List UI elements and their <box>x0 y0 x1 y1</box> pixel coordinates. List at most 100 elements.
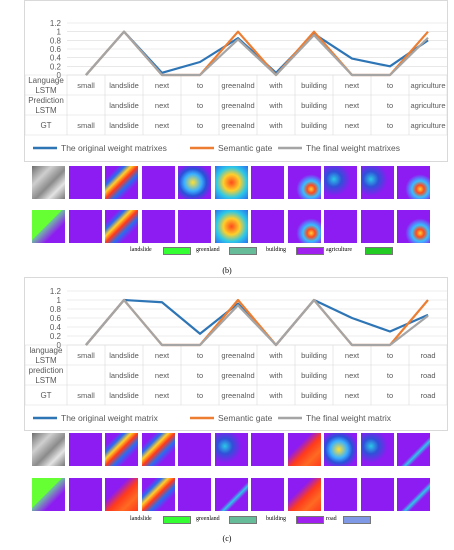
table-cell: landslide <box>109 121 139 130</box>
heatmap-tile <box>178 478 211 511</box>
heatmap-tile <box>324 210 357 243</box>
y-tick-label: 0 <box>57 71 62 80</box>
heatmap-tile <box>68 166 102 199</box>
table-cell: to <box>387 121 393 130</box>
table-cell: agriculture <box>410 81 445 90</box>
table-row-label: LSTM <box>35 106 57 115</box>
chart-b-svg: 00.20.40.60.811.2LanguageLSTMPredictionL… <box>25 19 447 153</box>
y-tick-label: 0.8 <box>50 305 62 314</box>
y-tick-label: 0.6 <box>50 314 62 323</box>
heatmap-tile <box>141 166 175 199</box>
y-tick-label: 1.2 <box>50 287 62 296</box>
y-tick-label: 0.4 <box>50 54 62 63</box>
class-legend-swatch <box>365 247 394 255</box>
table-cell: to <box>387 391 393 400</box>
y-tick-label: 0.8 <box>50 36 62 45</box>
legend-label: Semantic gate <box>218 143 273 153</box>
heatmap-tile <box>360 210 394 243</box>
table-cell: next <box>345 81 360 90</box>
class-legend-label: road <box>326 516 337 522</box>
class-legend-label: greenland <box>196 516 220 522</box>
series-line <box>85 298 429 347</box>
table-cell: to <box>387 371 393 380</box>
table-cell: greenalnd <box>221 81 254 90</box>
table-cell: small <box>77 121 95 130</box>
table-cell: greenalnd <box>221 101 254 110</box>
table-cell: road <box>420 371 435 380</box>
series-line <box>85 30 429 77</box>
heatmap-tile <box>178 210 211 243</box>
table-row-label: LSTM <box>35 356 57 365</box>
heatmap-tile <box>178 433 211 466</box>
class-legend-swatch <box>162 247 191 255</box>
heatmap-tile <box>251 166 284 199</box>
heatmap-tile <box>397 433 430 466</box>
table-cell: to <box>197 371 203 380</box>
table-cell: building <box>301 371 327 380</box>
table-cell: to <box>197 101 203 110</box>
heatmap-tile <box>105 478 138 511</box>
legend-label: Semantic gate <box>218 413 273 423</box>
table-cell: to <box>197 121 203 130</box>
class-legend-label: landslide <box>130 247 152 253</box>
table-cell: greenalnd <box>221 351 254 360</box>
legend-label: The final weight matrixes <box>306 143 400 153</box>
chart-c-svg: 00.20.40.60.811.2languageLSTMpredictionL… <box>25 287 447 423</box>
class-legend-label: greenland <box>196 247 220 253</box>
y-tick-label: 0.2 <box>50 62 62 71</box>
heatmap-tile <box>141 478 175 511</box>
heatmap-tile <box>105 433 138 466</box>
table-cell: small <box>77 81 95 90</box>
table-cell: to <box>197 351 203 360</box>
heatmap-tile <box>397 478 430 511</box>
heatmap-tile <box>141 210 175 243</box>
table-row-label: GT <box>40 391 51 400</box>
class-legend-swatch <box>228 247 257 255</box>
table-cell: to <box>387 101 393 110</box>
table-cell: road <box>420 351 435 360</box>
class-legend-label: agriculture <box>326 247 352 253</box>
table-cell: next <box>345 101 360 110</box>
class-legend-label: landslide <box>130 516 152 522</box>
table-cell: next <box>155 351 170 360</box>
y-tick-label: 1 <box>57 296 62 305</box>
series-line <box>85 298 429 347</box>
heatmap-tile <box>141 433 175 466</box>
heatmap-tile <box>397 166 430 199</box>
heatmap-tile <box>324 166 357 199</box>
heatmap-tile <box>32 478 65 511</box>
heatmap-tile <box>32 210 65 243</box>
y-tick-label: 0.4 <box>50 323 62 332</box>
table-cell: small <box>77 391 95 400</box>
table-cell: to <box>387 351 393 360</box>
heatmap-tile <box>105 166 138 199</box>
table-cell: next <box>155 101 170 110</box>
caption-b: (b) <box>222 266 232 275</box>
table-cell: building <box>301 81 327 90</box>
table-cell: to <box>197 81 203 90</box>
heatmap-tile <box>251 478 284 511</box>
class-legend-label: building <box>266 516 287 522</box>
table-cell: greenalnd <box>221 121 254 130</box>
table-cell: next <box>155 391 170 400</box>
heatmap-tile <box>324 433 357 466</box>
table-cell: to <box>387 81 393 90</box>
heatmap-tile <box>68 210 102 243</box>
heatmap-tile <box>251 433 284 466</box>
class-legend-swatch <box>162 516 191 524</box>
heatmap-tile <box>360 478 394 511</box>
heatmap-tile <box>32 166 65 199</box>
heatmap-tile <box>214 166 248 199</box>
y-tick-label: 1 <box>57 28 62 37</box>
class-legend-c: landslide greenland building road <box>130 516 371 526</box>
class-legend-swatch <box>228 516 257 524</box>
y-tick-label: 0.6 <box>50 45 62 54</box>
heatmap-tile <box>214 210 248 243</box>
heatmap-tile <box>68 433 102 466</box>
heatmap-tile <box>360 166 394 199</box>
table-cell: next <box>155 371 170 380</box>
heatmap-tile <box>287 433 321 466</box>
heatmap-tile <box>105 210 138 243</box>
table-cell: landslide <box>109 371 139 380</box>
table-cell: with <box>268 121 282 130</box>
